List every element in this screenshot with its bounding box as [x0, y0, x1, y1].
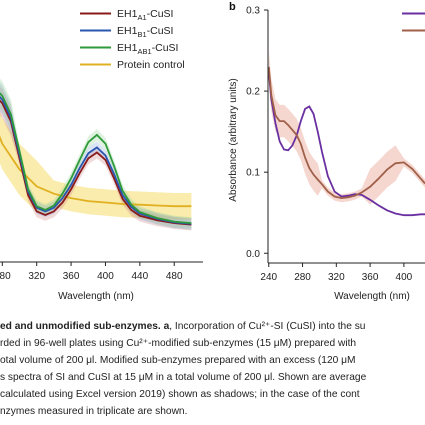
caption-text: s spectra of SI and CuSI at 15 μM in a t…	[0, 372, 367, 383]
legend-label: Protein control	[117, 59, 185, 71]
panel-b-legend	[402, 12, 425, 32]
y-tick-label: 0.0	[246, 249, 260, 260]
panel-b-series-lines	[267, 66, 425, 217]
legend-label: EH1B1-CuSI	[117, 25, 173, 39]
figure-caption: ed and unmodified sub-enzymes. a, Incorp…	[0, 318, 425, 420]
legend-label: EH1A1-CuSI	[117, 8, 173, 22]
series-line-1	[267, 70, 425, 217]
caption-line: ed and unmodified sub-enzymes. a, Incorp…	[0, 318, 425, 335]
series-band-1	[0, 86, 192, 231]
caption-text: calculated using Excel version 2019) sho…	[0, 389, 360, 400]
panel-a-x-axis-label: Wavelength (nm)	[58, 291, 134, 302]
x-tick-label: 360	[362, 272, 379, 283]
caption-text: rded in 96-well plates using Cu²⁺-modifi…	[0, 338, 357, 349]
panel-a-error-bands	[0, 78, 192, 231]
brown-series-band	[268, 50, 425, 205]
series-line-3	[0, 92, 192, 224]
x-tick-label: 320	[28, 271, 45, 282]
x-tick-label: 440	[131, 271, 148, 282]
series-line-2	[267, 66, 425, 200]
caption-bold-text: ed and unmodified sub-enzymes. a	[0, 321, 170, 332]
panel-b-x-axis-label: Wavelength (nm)	[334, 291, 410, 302]
x-tick-label: 240	[260, 272, 277, 283]
x-tick-label: 400	[97, 271, 114, 282]
panel-b-letter: b	[229, 1, 236, 13]
protein-control-band	[0, 112, 192, 220]
x-tick-label: 280	[0, 271, 11, 282]
panel-b-chart: b 0.0 0.1 0.2 0.3 240 280 320 360 400 Wavelength…	[228, 1, 425, 302]
panel-a-x-axis: 280 320 360 400 440 480	[0, 261, 203, 282]
panel-a-legend: EH1A1-CuSI EH1B1-CuSI EH1AB1-CuSI Protein c…	[80, 8, 185, 71]
x-tick-label: 400	[396, 272, 413, 283]
x-tick-label: 360	[63, 271, 80, 282]
caption-line: nzymes measured in triplicate are shown.	[0, 403, 425, 420]
series-line-4	[0, 135, 192, 208]
caption-line: otal volume of 200 μl. Modified sub-enzy…	[0, 352, 425, 369]
panel-b-y-axis-label: Absorbance (arbitrary units)	[228, 78, 239, 201]
legend-label: EH1AB1-CuSI	[117, 42, 178, 56]
panel-b-axes: 0.0 0.1 0.2 0.3 240 280 320 360 400	[246, 6, 425, 283]
y-tick-label: 0.2	[246, 87, 260, 98]
caption-line: rded in 96-well plates using Cu²⁺-modifi…	[0, 335, 425, 352]
panel-a-chart: 280 320 360 400 440 480 Wavelength (nm) EH1A1…	[0, 8, 203, 302]
x-tick-label: 320	[328, 272, 345, 283]
caption-line: calculated using Excel version 2019) sho…	[0, 386, 425, 403]
x-tick-label: 280	[294, 272, 311, 283]
caption-line: s spectra of SI and CuSI at 15 μM in a t…	[0, 369, 425, 386]
panel-b-error-bands	[268, 50, 425, 205]
caption-text: , Incorporation of Cu²⁺-SI (CuSI) into t…	[169, 321, 366, 332]
y-tick-label: 0.1	[246, 168, 260, 179]
caption-text: otal volume of 200 μl. Modified sub-enzy…	[0, 355, 356, 366]
caption-text: nzymes measured in triplicate are shown.	[0, 406, 188, 417]
y-tick-label: 0.3	[246, 6, 260, 17]
x-tick-label: 480	[166, 271, 183, 282]
panel-a-series-lines	[0, 92, 192, 226]
